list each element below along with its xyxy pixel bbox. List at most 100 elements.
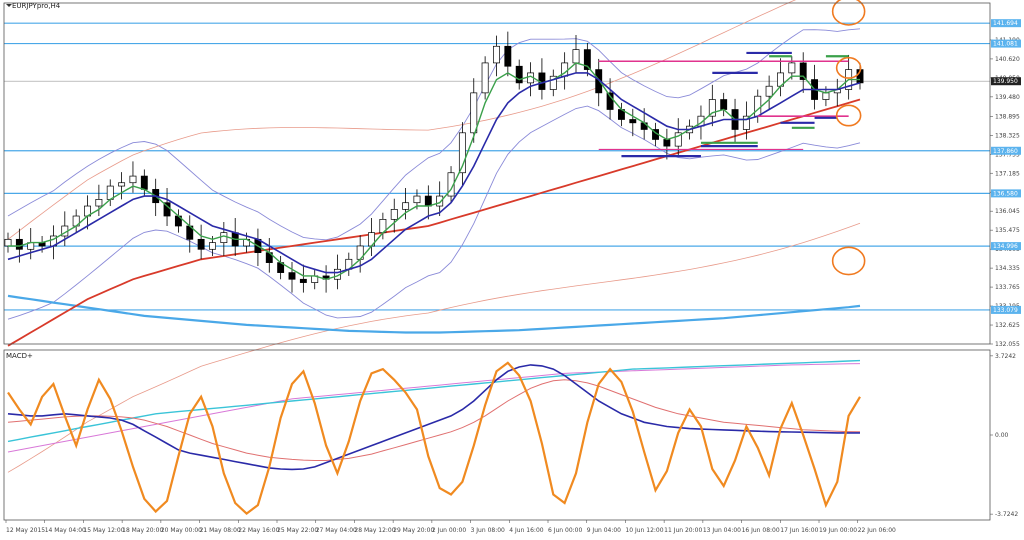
level-badge-label: 136.580 xyxy=(993,190,1018,197)
price-pane xyxy=(4,0,990,473)
x-tick-label: 29 May 20:00 xyxy=(393,527,434,534)
x-tick-label: 21 May 08:00 xyxy=(200,527,241,534)
candle-body xyxy=(674,132,682,147)
candle-body xyxy=(402,202,410,210)
upper-band-line xyxy=(7,28,861,241)
x-tick-label: 9 Jun 04:00 xyxy=(587,527,621,534)
x-tick-label: 13 Jun 04:00 xyxy=(703,527,741,534)
candle-body xyxy=(458,132,466,174)
level-badge-label: 134.996 xyxy=(993,243,1018,250)
x-tick-label: 11 Jun 20:00 xyxy=(664,527,702,534)
axes: 141.190140.620140.050139.480138.895138.3… xyxy=(3,2,1021,534)
candle-body xyxy=(720,99,728,110)
candle-body xyxy=(549,75,557,90)
slow-lower-band-line xyxy=(7,222,861,473)
x-tick-label: 18 May 20:00 xyxy=(122,527,163,534)
x-tick-label: 25 May 22:00 xyxy=(277,527,318,534)
candle-body xyxy=(436,195,444,207)
chart-title: EURJPYpro,H4 xyxy=(12,2,61,10)
macd-pink-line xyxy=(7,363,861,453)
price-tick-label: 132.055 xyxy=(995,341,1020,348)
macd-blue-line xyxy=(7,364,860,471)
macd-cyan-line xyxy=(7,359,861,443)
dropdown-icon[interactable] xyxy=(6,4,12,7)
candle-body xyxy=(822,92,830,100)
highlight-circle xyxy=(835,104,862,127)
price-tick-label: 138.895 xyxy=(995,113,1020,120)
price-tick-label: 134.335 xyxy=(995,265,1020,272)
candle-body xyxy=(209,242,216,250)
cyan-ma-line xyxy=(7,294,861,334)
x-tick-label: 19 Jun 00:00 xyxy=(819,527,857,534)
level-badge xyxy=(991,189,1021,198)
x-tick-label: 10 Jun 12:00 xyxy=(625,527,663,534)
price-tick-label: 140.620 xyxy=(995,56,1020,63)
x-tick-label: 2 Jun 00:00 xyxy=(432,527,466,534)
candle-body xyxy=(754,95,762,117)
candle-body xyxy=(742,115,750,130)
candle-body xyxy=(129,175,137,184)
current-price-label: 139.950 xyxy=(993,78,1018,85)
candle-body xyxy=(15,238,23,250)
blue-ma-line xyxy=(7,72,861,274)
macd-tick-label: -3.7242 xyxy=(995,511,1018,518)
x-tick-label: 4 Jun 16:00 xyxy=(509,527,543,534)
candle-body xyxy=(708,99,716,117)
candle-body xyxy=(765,85,773,97)
x-tick-label: 15 May 12:00 xyxy=(83,527,124,534)
macd-title: MACD+ xyxy=(6,352,33,360)
x-tick-label: 3 Jun 08:00 xyxy=(471,527,505,534)
price-tick-label: 139.480 xyxy=(995,94,1020,101)
candle-body xyxy=(299,278,307,283)
x-tick-label: 6 Jun 00:00 xyxy=(548,527,582,534)
candle-body xyxy=(288,272,296,280)
x-tick-label: 17 Jun 16:00 xyxy=(780,527,818,534)
candle-body xyxy=(515,65,523,84)
price-tick-label: 135.475 xyxy=(995,227,1020,234)
candle-body xyxy=(413,195,421,204)
slow-upper-band-line xyxy=(7,0,797,240)
candle-body xyxy=(572,49,580,64)
candle-body xyxy=(197,238,205,250)
candle-body xyxy=(390,209,398,220)
candle-body xyxy=(95,199,103,207)
candle-body xyxy=(504,45,512,67)
x-tick-label: 27 May 04:00 xyxy=(316,527,357,534)
level-badge xyxy=(991,242,1021,251)
level-badge xyxy=(991,146,1021,155)
candle-body xyxy=(595,69,603,94)
candle-body xyxy=(4,238,12,247)
lower-band-line xyxy=(7,105,861,320)
macd-tick-label: 3.7242 xyxy=(995,353,1016,360)
candle-body xyxy=(629,119,637,124)
candle-body xyxy=(583,49,591,70)
candle-body xyxy=(424,195,432,207)
x-tick-label: 22 May 16:00 xyxy=(238,527,279,534)
level-badge-label: 141.694 xyxy=(993,20,1018,27)
red-ma-line xyxy=(7,98,861,347)
candle-body xyxy=(140,175,148,190)
macd-pane xyxy=(7,359,861,516)
price-tick-label: 138.325 xyxy=(995,132,1020,139)
candle-body xyxy=(470,92,478,134)
level-badge xyxy=(991,19,1021,28)
green-ma-line xyxy=(8,62,860,281)
candle-body xyxy=(493,45,500,64)
candle-body xyxy=(788,62,796,74)
level-badge xyxy=(991,39,1021,48)
price-tick-label: 136.045 xyxy=(995,208,1020,215)
price-tick-label: 133.765 xyxy=(995,284,1020,291)
x-tick-label: 22 Jun 06:00 xyxy=(858,527,896,534)
macd-tick-label: 0.00 xyxy=(995,432,1009,439)
price-tick-label: 132.625 xyxy=(995,322,1020,329)
candle-body xyxy=(481,62,489,94)
candle-body xyxy=(118,182,126,187)
candle-body xyxy=(799,62,807,80)
x-tick-label: 20 May 00:00 xyxy=(161,527,202,534)
x-tick-label: 16 Jun 08:00 xyxy=(742,527,780,534)
level-badge-label: 137.860 xyxy=(993,148,1018,155)
current-price-badge xyxy=(991,77,1021,86)
candle-body xyxy=(220,232,228,243)
